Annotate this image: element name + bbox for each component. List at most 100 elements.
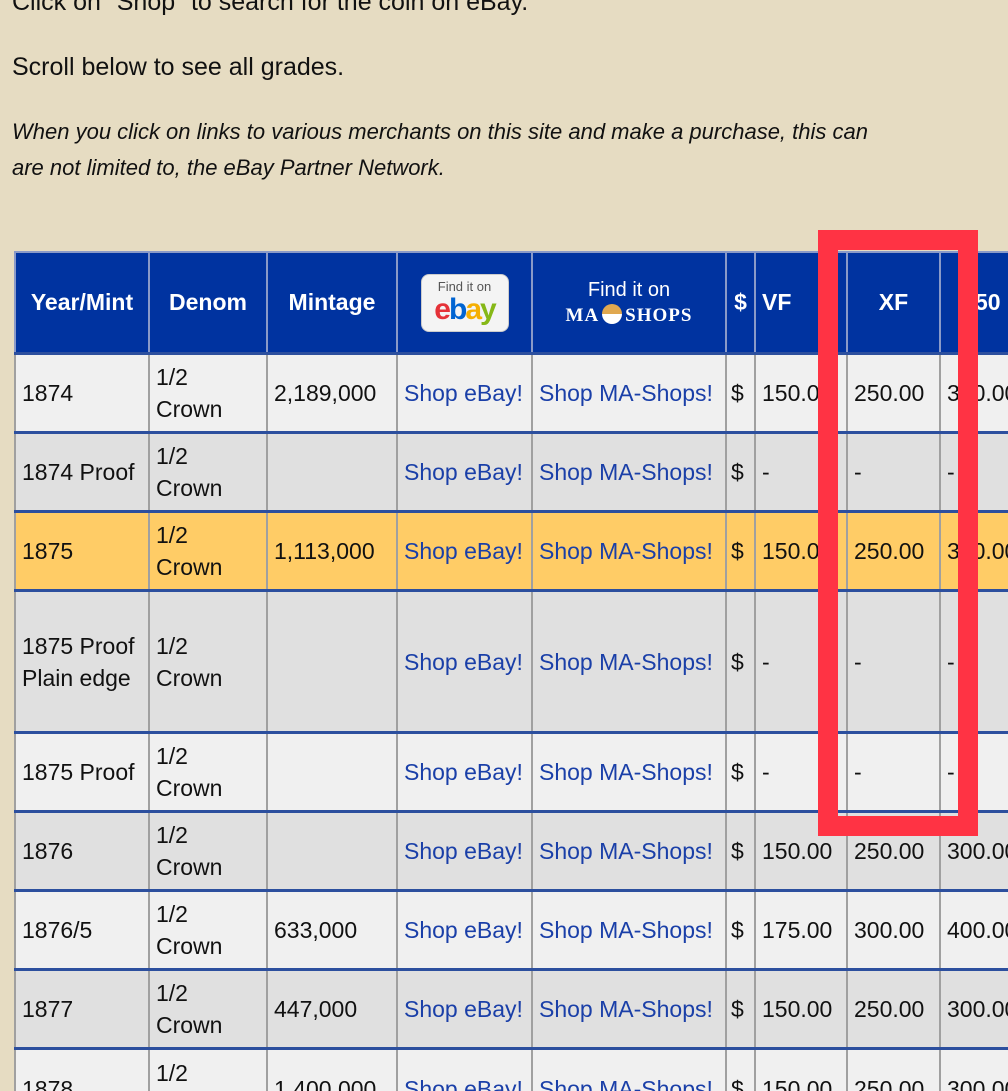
shop-ebay-link-cell: Shop eBay! <box>397 970 532 1049</box>
grade-50-price: 300.00 <box>940 1049 1008 1091</box>
shop-ebay-link[interactable]: Shop eBay! <box>404 838 523 864</box>
shop-ma-shops-link-cell: Shop MA-Shops! <box>532 591 726 733</box>
dollar-cell: $ <box>731 538 744 564</box>
denom-cell: 1/2 Crown <box>156 364 222 422</box>
mintage-cell: 2,189,000 <box>267 354 397 433</box>
year-cell: 1874 <box>15 354 149 433</box>
denom-cell: 1/2 Crown <box>149 591 267 733</box>
shop-ma-shops-link-cell: Shop MA-Shops! <box>532 812 726 891</box>
denom-cell: 1/2 Crown <box>156 443 222 501</box>
shop-ma-shops-link[interactable]: Shop MA-Shops! <box>539 459 713 485</box>
shop-ebay-link[interactable]: Shop eBay! <box>404 538 523 564</box>
grade-50-price: 300.00 <box>947 838 1008 864</box>
dollar-cell: $ <box>731 380 744 406</box>
shop-ma-shops-link[interactable]: Shop MA-Shops! <box>539 838 713 864</box>
shop-ebay-link-cell: Shop eBay! <box>397 354 532 433</box>
shop-ma-shops-link-cell: Shop MA-Shops! <box>532 970 726 1049</box>
denom-cell: 1/2 Crown <box>156 1060 222 1091</box>
shop-ebay-link-cell: Shop eBay! <box>397 433 532 512</box>
shop-ebay-link-cell: Shop eBay! <box>397 512 532 591</box>
dollar-cell: $ <box>726 1049 755 1091</box>
grade-50-price: 300.00 <box>940 970 1008 1049</box>
vf-price: 150.00 <box>762 838 832 864</box>
shop-ma-shops-link-cell: Shop MA-Shops! <box>532 733 726 812</box>
dollar-cell: $ <box>726 354 755 433</box>
mintage-cell: 1,113,000 <box>267 512 397 591</box>
shop-ma-shops-link[interactable]: Shop MA-Shops! <box>539 380 713 406</box>
denom-cell: 1/2 Crown <box>149 891 267 970</box>
shop-ma-shops-link[interactable]: Shop MA-Shops! <box>539 996 713 1022</box>
mintage-cell: 447,000 <box>274 996 357 1022</box>
shop-ma-shops-link[interactable]: Shop MA-Shops! <box>539 1076 713 1091</box>
vf-price: 175.00 <box>755 891 847 970</box>
xf-price: 250.00 <box>854 1076 924 1091</box>
xf-price: 300.00 <box>854 917 924 943</box>
shop-ma-shops-link-cell: Shop MA-Shops! <box>532 891 726 970</box>
dollar-cell: $ <box>731 917 744 943</box>
vf-price: 150.00 <box>755 1049 847 1091</box>
shop-ebay-link-cell: Shop eBay! <box>397 891 532 970</box>
shop-ebay-link-cell: Shop eBay! <box>397 812 532 891</box>
mintage-cell: 1,400,000 <box>267 1049 397 1091</box>
grade-50-price: 400.00 <box>947 917 1008 943</box>
header-year-mint[interactable]: Year/Mint <box>15 252 149 354</box>
year-cell: 1875 Proof <box>15 733 149 812</box>
shop-ma-shops-link-cell: Shop MA-Shops! <box>532 1049 726 1091</box>
year-cell: 1875 <box>22 538 73 564</box>
mintage-cell: 447,000 <box>267 970 397 1049</box>
dollar-cell: $ <box>726 512 755 591</box>
denom-cell: 1/2 Crown <box>149 970 267 1049</box>
year-cell: 1876 <box>22 838 73 864</box>
dollar-cell: $ <box>731 649 744 675</box>
year-cell: 1874 <box>22 380 73 406</box>
shop-ebay-link[interactable]: Shop eBay! <box>404 917 523 943</box>
denom-cell: 1/2 Crown <box>149 354 267 433</box>
year-cell: 1875 Proof <box>22 759 135 785</box>
grade-50-price: 400.00 <box>940 891 1008 970</box>
xf-price: 250.00 <box>854 838 924 864</box>
year-cell: 1876/5 <box>15 891 149 970</box>
intro-shop-text: Click on "Shop" to search for the coin o… <box>12 0 528 17</box>
shop-ebay-link[interactable]: Shop eBay! <box>404 759 523 785</box>
year-cell: 1876 <box>15 812 149 891</box>
denom-cell: 1/2 Crown <box>156 522 222 580</box>
xf-price: 250.00 <box>847 970 940 1049</box>
intro-scroll-text: Scroll below to see all grades. <box>12 53 344 82</box>
mintage-cell <box>267 591 397 733</box>
header-mintage[interactable]: Mintage <box>267 252 397 354</box>
dollar-cell: $ <box>726 433 755 512</box>
mintage-cell: 633,000 <box>267 891 397 970</box>
shop-ma-shops-link[interactable]: Shop MA-Shops! <box>539 538 713 564</box>
mintage-cell: 633,000 <box>274 917 357 943</box>
header-denom[interactable]: Denom <box>149 252 267 354</box>
year-cell: 1875 Proof Plain edge <box>22 633 135 691</box>
shop-ebay-link[interactable]: Shop eBay! <box>404 459 523 485</box>
disclaimer-line-2: are not limited to, the eBay Partner Net… <box>12 155 445 181</box>
xf-price: 300.00 <box>847 891 940 970</box>
mintage-cell: 1,113,000 <box>274 538 375 564</box>
vf-price: - <box>762 759 770 785</box>
dollar-cell: $ <box>731 996 744 1022</box>
shop-ebay-link[interactable]: Shop eBay! <box>404 1076 523 1091</box>
shop-ebay-link[interactable]: Shop eBay! <box>404 649 523 675</box>
denom-cell: 1/2 Crown <box>149 1049 267 1091</box>
year-cell: 1874 Proof <box>15 433 149 512</box>
dollar-cell: $ <box>731 838 744 864</box>
denom-cell: 1/2 Crown <box>149 733 267 812</box>
year-cell: 1875 <box>15 512 149 591</box>
shop-ma-shops-link[interactable]: Shop MA-Shops! <box>539 759 713 785</box>
denom-cell: 1/2 Crown <box>156 743 222 801</box>
shop-ma-shops-link[interactable]: Shop MA-Shops! <box>539 649 713 675</box>
shop-ma-shops-link[interactable]: Shop MA-Shops! <box>539 917 713 943</box>
vf-price: - <box>762 649 770 675</box>
denom-cell: 1/2 Crown <box>156 822 222 880</box>
year-cell: 1874 Proof <box>22 459 135 485</box>
shop-ebay-link[interactable]: Shop eBay! <box>404 996 523 1022</box>
shop-ebay-link[interactable]: Shop eBay! <box>404 380 523 406</box>
vf-price: - <box>762 459 770 485</box>
dollar-cell: $ <box>731 1076 744 1091</box>
shop-ebay-link-cell: Shop eBay! <box>397 733 532 812</box>
